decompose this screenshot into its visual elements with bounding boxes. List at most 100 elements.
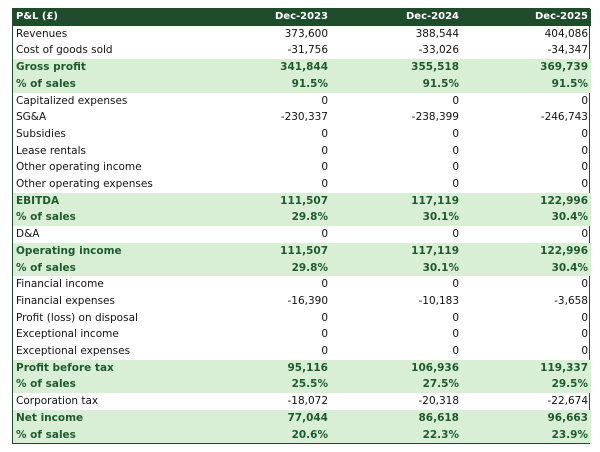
cell-value: 122,996 [540,244,588,257]
table-body: Revenues 373,600 388,544 404,086 Cost of goo… [13,26,591,444]
row: Financial income 0 0 0 [13,276,591,293]
cell-value: 404,086 [544,27,588,40]
cell-value: 0 [321,94,328,107]
cell-value: 30.4% [551,261,588,274]
cell-value: 0 [581,228,588,241]
cell-value: 0 [452,144,459,157]
row-label: % of sales [16,378,76,391]
cell-value: 77,044 [287,411,328,424]
highlighted-row: % of sales 91.5% 91.5% 91.5% [13,75,591,93]
row-label: Profit (loss) on disposal [16,311,138,324]
cell-value: -246,743 [540,111,588,124]
cell-value: 0 [452,161,459,174]
table-title: P&L (£) [16,11,59,22]
highlighted-row: % of sales 25.5% 27.5% 29.5% [13,376,591,394]
row-label: Lease rentals [16,144,86,157]
cell-value: 117,119 [411,244,459,257]
row: Other operating expenses 0 0 0 [13,176,591,193]
cell-value: 86,618 [418,411,459,424]
cell-value: -34,347 [547,44,588,57]
cell-value: 0 [581,144,588,157]
cell-value: -18,072 [287,395,328,408]
cell-value: -3,658 [554,294,588,307]
cell-value: 369,739 [540,61,588,74]
cell-value: 0 [452,228,459,241]
cell-value: 111,507 [280,244,328,257]
row-label: Corporation tax [16,395,99,408]
cell-value: 111,507 [280,194,328,207]
row-label: Profit before tax [16,361,114,374]
highlighted-row: Net income 77,044 86,618 96,663 [13,409,591,427]
cell-value: 29.8% [291,261,328,274]
cell-value: 0 [321,228,328,241]
cell-value: 0 [321,127,328,140]
highlighted-row: Operating income 111,507 117,119 122,996 [13,242,591,260]
header-row: P&L (£) Dec-2023 Dec-2024 Dec-2025 [13,9,591,26]
cell-value: -230,337 [280,111,328,124]
row-label: Financial income [16,278,104,291]
cell-value: 0 [321,161,328,174]
cell-value: 0 [452,328,459,341]
cell-value: 119,337 [540,361,588,374]
row-label: Operating income [16,244,122,257]
cell-value: 0 [321,345,328,358]
row-label: Other operating expenses [16,178,153,191]
cell-value: 0 [581,328,588,341]
cell-value: -31,756 [287,44,328,57]
row: Cost of goods sold -31,756 -33,026 -34,347 [13,42,591,59]
cell-value: 0 [581,278,588,291]
cell-value: 22.3% [422,428,459,441]
cell-value: 91.5% [291,77,328,90]
row-label: Gross profit [16,61,86,74]
cell-value: 0 [321,178,328,191]
row: Capitalized expenses 0 0 0 [13,93,591,110]
cell-value: 0 [452,278,459,291]
highlighted-row: EBITDA 111,507 117,119 122,996 [13,192,591,210]
row: Corporation tax -18,072 -20,318 -22,674 [13,393,591,410]
cell-value: 0 [581,178,588,191]
row-label: Exceptional income [16,328,119,341]
row: Lease rentals 0 0 0 [13,143,591,160]
cell-value: 0 [452,94,459,107]
row-label: Exceptional expenses [16,345,131,358]
cell-value: 0 [452,127,459,140]
cell-value: 0 [581,127,588,140]
row-label: Cost of goods sold [16,44,113,57]
row-label: Subsidies [16,127,66,140]
column-header: Dec-2024 [406,11,459,22]
cell-value: 23.9% [551,428,588,441]
cell-value: 95,116 [287,361,328,374]
cell-value: 91.5% [551,77,588,90]
row-label: % of sales [16,77,76,90]
cell-value: 29.5% [551,378,588,391]
row-label: SG&A [16,111,47,124]
cell-value: 0 [581,345,588,358]
cell-value: 0 [452,178,459,191]
cell-value: -10,183 [418,294,459,307]
cell-value: -20,318 [418,395,459,408]
cell-value: -16,390 [287,294,328,307]
cell-value: 0 [581,311,588,324]
cell-value: 27.5% [422,378,459,391]
cell-value: 106,936 [411,361,459,374]
row-label: % of sales [16,211,76,224]
row: Exceptional income 0 0 0 [13,326,591,343]
highlighted-row: % of sales 20.6% 22.3% 23.9% [13,426,591,444]
pnl-table: P&L (£) Dec-2023 Dec-2024 Dec-2025 Revenues… [13,9,591,444]
column-header: Dec-2023 [275,11,328,22]
cell-value: -238,399 [411,111,459,124]
row: Revenues 373,600 388,544 404,086 [13,26,591,43]
cell-value: -33,026 [418,44,459,57]
row: Subsidies 0 0 0 [13,126,591,143]
cell-value: 0 [581,161,588,174]
cell-value: 91.5% [422,77,459,90]
row-label: % of sales [16,428,76,441]
cell-value: 30.4% [551,211,588,224]
row-label: Other operating income [16,161,142,174]
row: Other operating income 0 0 0 [13,159,591,176]
row: Exceptional expenses 0 0 0 [13,343,591,360]
cell-value: 0 [321,144,328,157]
cell-value: 341,844 [280,61,328,74]
cell-value: 25.5% [291,378,328,391]
